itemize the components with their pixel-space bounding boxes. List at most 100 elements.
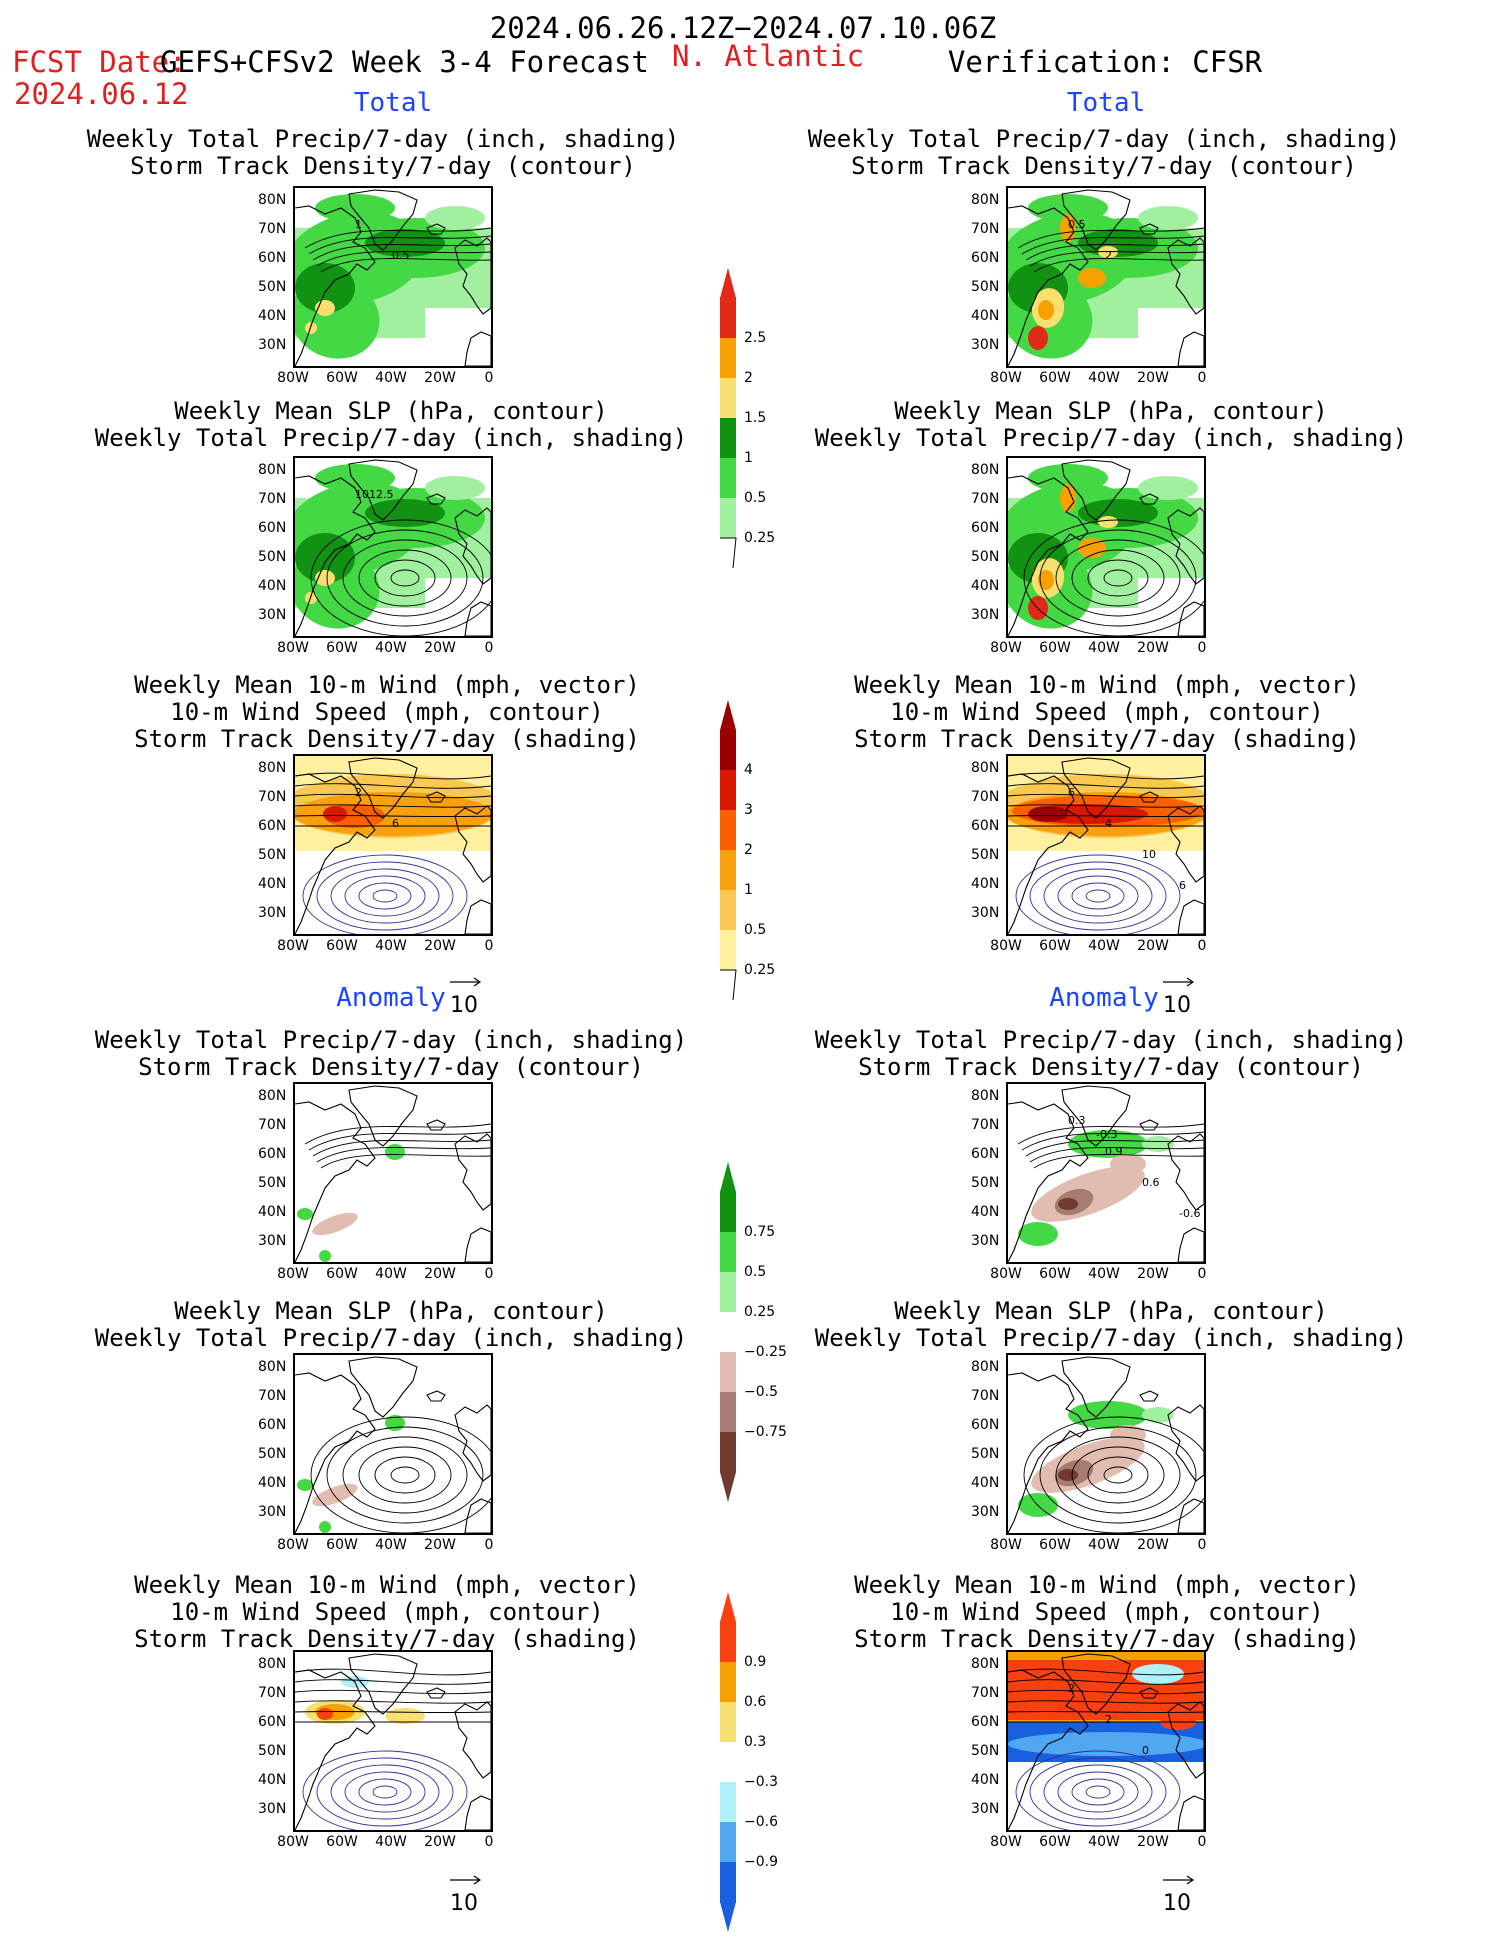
contour-label: 0.5 (1068, 218, 1086, 231)
panel-title-9: Weekly Mean SLP (hPa, contour) Weekly Tot… (94, 1297, 688, 1352)
colorbar-tick-label: 0.6 (744, 1694, 767, 1710)
map-panel-p1: 1 0.5 (293, 186, 493, 368)
lat-tick-label: 70N (971, 491, 1000, 507)
colorbar-tick-label: 0.5 (744, 490, 767, 506)
lat-tick-label: 50N (258, 1175, 287, 1191)
colorbar-tick-label: −0.5 (744, 1384, 778, 1400)
colorbar-anom_storm (720, 1592, 780, 1946)
map-panel-p10 (1006, 1353, 1206, 1535)
lon-tick-label: 20W (1137, 938, 1169, 954)
lat-tick-label: 70N (971, 1117, 1000, 1133)
lon-tick-label: 40W (375, 1266, 407, 1282)
lat-tick-label: 40N (971, 1475, 1000, 1491)
lat-tick-label: 70N (971, 1388, 1000, 1404)
vector-reference-label: 10 (1163, 1891, 1191, 1916)
colorbar-tick-label: 0.5 (744, 922, 767, 938)
colorbar-tick-label: 0.25 (744, 962, 776, 978)
lat-tick-label: 30N (258, 905, 287, 921)
fcst-date: 2024.06.12 (14, 77, 189, 111)
section-total-right: Total (1066, 88, 1146, 118)
map-plot-p1: 10.5 (295, 189, 491, 366)
lon-tick-label: 80W (277, 938, 309, 954)
lon-tick-label: 60W (1039, 1537, 1071, 1553)
lon-tick-label: 20W (424, 1834, 456, 1850)
colorbar-total_precip (720, 268, 737, 569)
lon-tick-label: 60W (1039, 1834, 1071, 1850)
lon-tick-label: 20W (424, 1537, 456, 1553)
lat-tick-label: 40N (258, 876, 287, 892)
colorbar-tick-label: 2 (744, 370, 753, 386)
map-plot-p12: 2 2 0 (1008, 1652, 1204, 1830)
lat-tick-label: 80N (971, 1656, 1000, 1672)
vector-reference-label: 10 (450, 993, 478, 1018)
map-plot-p4 (1008, 459, 1204, 636)
colorbar-tick-label: −0.6 (744, 1814, 778, 1830)
lat-tick-label: 80N (258, 1359, 287, 1375)
lat-tick-label: 70N (258, 789, 287, 805)
lat-tick-label: 30N (971, 1801, 1000, 1817)
lat-tick-label: 80N (971, 760, 1000, 776)
lon-tick-label: 20W (424, 1266, 456, 1282)
lon-tick-label: 80W (990, 938, 1022, 954)
lon-tick-label: 60W (1039, 640, 1071, 656)
colorbar-tick-label: 0.25 (744, 530, 776, 546)
panel-title-11: Weekly Mean 10-m Wind (mph, vector) 10-m … (134, 1571, 640, 1653)
vector-reference: 10 (1163, 1866, 1197, 1916)
arrow-icon (1163, 977, 1195, 987)
lat-tick-label: 60N (258, 818, 287, 834)
lon-tick-label: 80W (277, 640, 309, 656)
lon-tick-label: 60W (326, 640, 358, 656)
lon-tick-label: 80W (990, 1834, 1022, 1850)
panel-title-8: Weekly Total Precip/7-day (inch, shading… (814, 1026, 1408, 1081)
contour-label: 10 (1142, 848, 1156, 861)
map-panel-p4 (1006, 456, 1206, 638)
colorbar-total_storm (720, 700, 780, 1014)
lon-tick-label: 20W (1137, 1537, 1169, 1553)
contour-label: 2 (1105, 249, 1112, 262)
lat-tick-label: 30N (971, 337, 1000, 353)
lat-tick-label: 80N (258, 192, 287, 208)
colorbar-tick-label: 1 (744, 450, 753, 466)
colorbar-tick-label: −0.25 (744, 1344, 787, 1360)
lon-tick-label: 40W (375, 370, 407, 386)
map-panel-p9 (293, 1353, 493, 1535)
map-panel-p6: 6 4 10 6 (1006, 754, 1206, 936)
lon-tick-label: 80W (277, 1537, 309, 1553)
map-panel-p7 (293, 1082, 493, 1264)
contour-label: 0.3 (1068, 1114, 1086, 1127)
map-panel-p2: 0.5 2 (1006, 186, 1206, 368)
lat-tick-label: 30N (258, 1801, 287, 1817)
map-panel-p3: 1012.5 (293, 456, 493, 638)
lon-tick-label: 40W (375, 1537, 407, 1553)
lat-tick-label: 80N (258, 462, 287, 478)
map-panel-p11 (293, 1650, 493, 1832)
lon-tick-label: 40W (375, 1834, 407, 1850)
map-panel-p8: 0.3 0.9 0.6 -0.6 -0.3 (1006, 1082, 1206, 1264)
lat-tick-label: 70N (971, 789, 1000, 805)
lat-tick-label: 60N (971, 1146, 1000, 1162)
lat-tick-label: 40N (971, 876, 1000, 892)
lat-tick-label: 30N (971, 905, 1000, 921)
lat-tick-label: 70N (258, 1388, 287, 1404)
lon-tick-label: 40W (1088, 370, 1120, 386)
lat-tick-label: 70N (258, 1685, 287, 1701)
lon-tick-label: 0 (484, 370, 494, 386)
lon-tick-label: 80W (277, 370, 309, 386)
lat-tick-label: 60N (971, 520, 1000, 536)
lon-tick-label: 40W (375, 640, 407, 656)
lat-tick-label: 80N (971, 1088, 1000, 1104)
lat-tick-label: 50N (971, 549, 1000, 565)
lon-tick-label: 60W (326, 1834, 358, 1850)
contour-label: 2 (1068, 1682, 1075, 1695)
colorbar-tick-label: 3 (744, 802, 753, 818)
period-title: 2024.06.26.12Z−2024.07.10.06Z (489, 11, 997, 45)
vector-reference: 10 (450, 968, 484, 1018)
lat-tick-label: 80N (258, 760, 287, 776)
fcst-model: GEFS+CFSv2 Week 3-4 Forecast (160, 45, 649, 79)
lat-tick-label: 40N (258, 308, 287, 324)
lat-tick-label: 30N (971, 1233, 1000, 1249)
map-plot-p6: 6 4 10 6 (1008, 756, 1204, 934)
lat-tick-label: 30N (258, 1504, 287, 1520)
colorbar-anom_storm (720, 1592, 736, 1932)
